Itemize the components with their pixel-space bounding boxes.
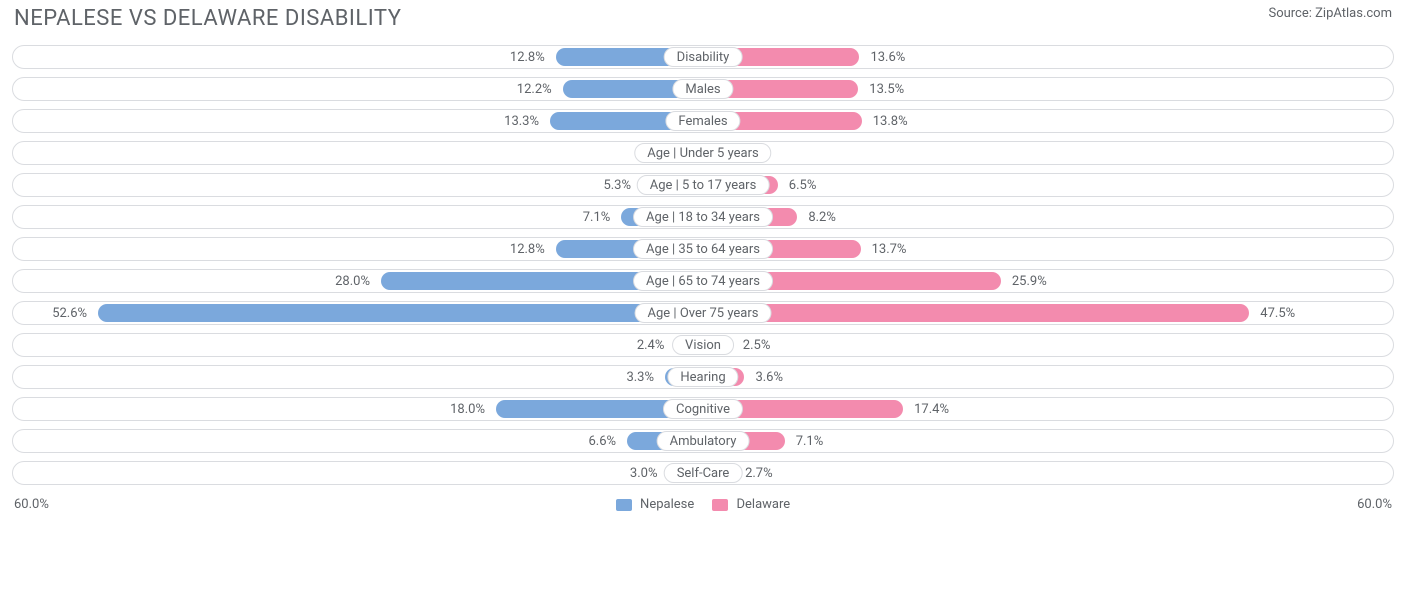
category-label: Age | 18 to 34 years <box>633 207 773 227</box>
category-label: Disability <box>664 47 743 67</box>
category-label: Self-Care <box>664 463 743 483</box>
legend-item-left: Nepalese <box>616 497 694 512</box>
chart-row: 6.6% 7.1% Ambulatory <box>12 429 1394 453</box>
category-label: Age | 35 to 64 years <box>633 239 773 259</box>
diverging-bar-chart: 12.8% 13.6% Disability 12.2% 13.5% Males 13.3%… <box>0 33 1406 497</box>
chart-title: NEPALESE VS DELAWARE DISABILITY <box>14 6 401 31</box>
legend-swatch-right <box>712 499 728 511</box>
value-label-left: 18.0% <box>450 398 485 422</box>
bar-right <box>703 304 1249 322</box>
category-label: Age | 5 to 17 years <box>637 175 770 195</box>
bar-left <box>98 304 703 322</box>
chart-footer: 60.0% Nepalese Delaware 60.0% <box>0 497 1406 520</box>
chart-row: 12.8% 13.7% Age | 35 to 64 years <box>12 237 1394 261</box>
value-label-left: 12.2% <box>517 78 552 102</box>
value-label-right: 25.9% <box>1012 270 1047 294</box>
value-label-right: 17.4% <box>914 398 949 422</box>
value-label-right: 6.5% <box>789 174 817 198</box>
chart-row: 2.4% 2.5% Vision <box>12 333 1394 357</box>
value-label-right: 7.1% <box>796 430 824 454</box>
legend-item-right: Delaware <box>712 497 790 512</box>
value-label-right: 13.5% <box>869 78 904 102</box>
chart-row: 12.2% 13.5% Males <box>12 77 1394 101</box>
legend: Nepalese Delaware <box>616 497 790 512</box>
chart-row: 12.8% 13.6% Disability <box>12 45 1394 69</box>
value-label-left: 13.3% <box>504 110 539 134</box>
legend-swatch-left <box>616 499 632 511</box>
value-label-right: 47.5% <box>1260 302 1295 326</box>
value-label-right: 13.8% <box>873 110 908 134</box>
value-label-right: 2.5% <box>743 334 771 358</box>
value-label-right: 13.6% <box>870 46 905 70</box>
chart-row: 13.3% 13.8% Females <box>12 109 1394 133</box>
value-label-left: 52.6% <box>52 302 87 326</box>
chart-row: 7.1% 8.2% Age | 18 to 34 years <box>12 205 1394 229</box>
value-label-left: 3.3% <box>626 366 654 390</box>
value-label-left: 28.0% <box>335 270 370 294</box>
category-label: Ambulatory <box>657 431 750 451</box>
category-label: Vision <box>672 335 734 355</box>
chart-row: 18.0% 17.4% Cognitive <box>12 397 1394 421</box>
chart-row: 3.3% 3.6% Hearing <box>12 365 1394 389</box>
chart-row: 28.0% 25.9% Age | 65 to 74 years <box>12 269 1394 293</box>
value-label-left: 12.8% <box>510 238 545 262</box>
value-label-right: 13.7% <box>872 238 907 262</box>
legend-label-right: Delaware <box>736 497 790 512</box>
category-label: Cognitive <box>663 399 743 419</box>
value-label-left: 2.4% <box>637 334 665 358</box>
category-label: Age | 65 to 74 years <box>633 271 773 291</box>
category-label: Hearing <box>667 367 738 387</box>
axis-max-right: 60.0% <box>1357 497 1392 512</box>
value-label-right: 8.2% <box>808 206 836 230</box>
chart-row: 0.97%1.5%Age | Under 5 years <box>12 141 1394 165</box>
value-label-left: 3.0% <box>630 462 658 486</box>
legend-label-left: Nepalese <box>640 497 694 512</box>
value-label-right: 3.6% <box>755 366 783 390</box>
category-label: Age | Over 75 years <box>635 303 772 323</box>
value-label-left: 7.1% <box>583 206 611 230</box>
value-label-left: 12.8% <box>510 46 545 70</box>
value-label-left: 6.6% <box>589 430 617 454</box>
axis-max-left: 60.0% <box>14 497 49 512</box>
chart-row: 5.3% 6.5% Age | 5 to 17 years <box>12 173 1394 197</box>
chart-source: Source: ZipAtlas.com <box>1268 6 1392 21</box>
chart-row: 3.0% 2.7%Self-Care <box>12 461 1394 485</box>
value-label-right: 2.7% <box>745 462 773 486</box>
category-label: Males <box>672 79 733 99</box>
category-label: Females <box>665 111 740 131</box>
value-label-left: 5.3% <box>603 174 631 198</box>
chart-row: 52.6% 47.5% Age | Over 75 years <box>12 301 1394 325</box>
chart-header: NEPALESE VS DELAWARE DISABILITY Source: … <box>0 0 1406 33</box>
category-label: Age | Under 5 years <box>634 143 771 163</box>
